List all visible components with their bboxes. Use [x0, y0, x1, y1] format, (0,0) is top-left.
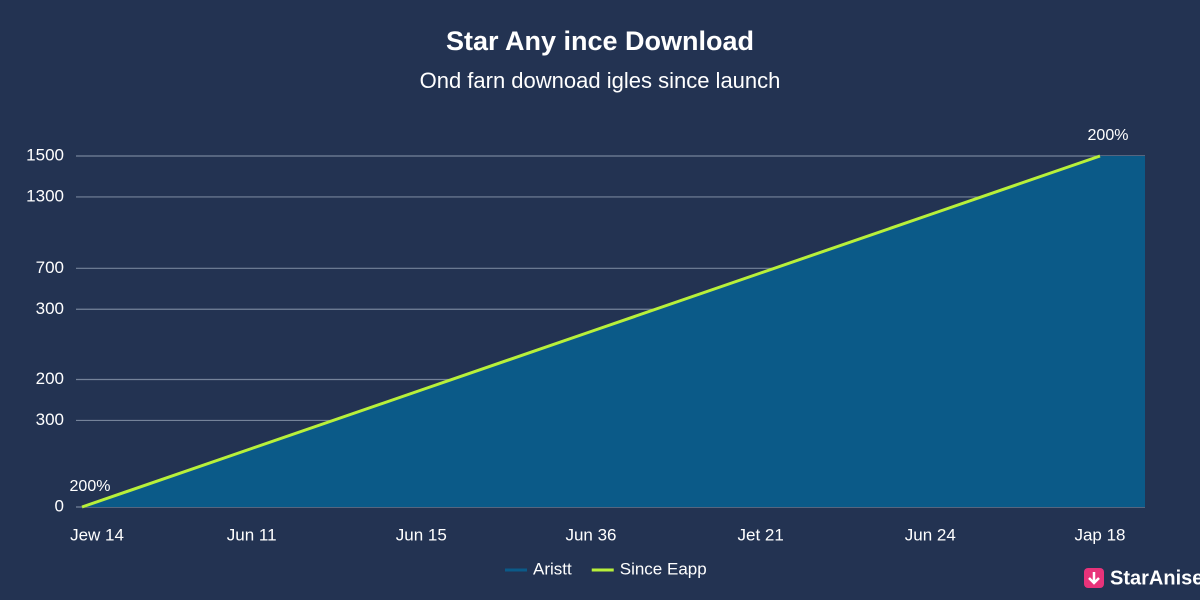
- x-tick-label: Jew 14: [70, 525, 124, 544]
- watermark-arrow: [1088, 572, 1100, 585]
- y-tick-label: 1300: [26, 186, 64, 205]
- watermark: StarAnise: [1084, 567, 1200, 589]
- x-tick-label: Jun 11: [227, 525, 277, 544]
- legend-label: Aristt: [533, 559, 572, 578]
- y-tick-label: 300: [36, 299, 64, 318]
- watermark-text: StarAnise: [1110, 567, 1200, 589]
- legend: Aristt Since Eapp: [505, 559, 707, 578]
- area: [82, 156, 1145, 507]
- plot: [76, 154, 1145, 509]
- legend-label: Since Eapp: [620, 559, 707, 578]
- x-tick-label: Jap 18: [1074, 525, 1125, 544]
- y-tick-label: 1500: [26, 145, 64, 164]
- y-tick-label: 300: [36, 410, 64, 429]
- y-tick-label: 0: [55, 496, 64, 515]
- chart-title: Star Any ince Download: [446, 26, 754, 56]
- y-tick-label: 700: [36, 258, 64, 277]
- annotation: 200%: [70, 478, 111, 495]
- annotation: 200%: [1088, 127, 1129, 144]
- chart-subtitle: Ond farn downoad igles since launch: [420, 68, 781, 93]
- y-tick-label: 200: [36, 369, 64, 388]
- line: [81, 154, 1101, 509]
- x-tick-label: Jun 15: [396, 525, 447, 544]
- x-tick-label: Jun 36: [565, 525, 616, 544]
- x-tick-label: Jun 24: [905, 525, 956, 544]
- x-tick-label: Jet 21: [738, 525, 784, 544]
